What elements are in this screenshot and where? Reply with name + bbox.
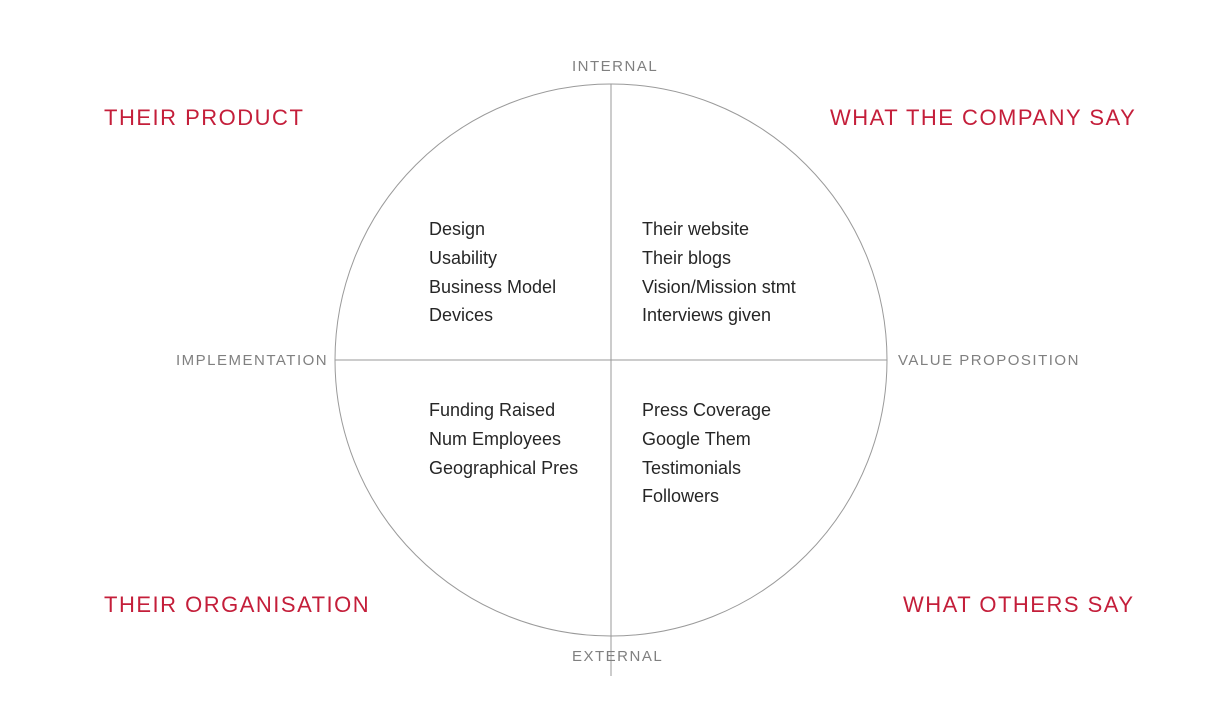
list-item: Business Model bbox=[429, 273, 556, 302]
axis-label-left: IMPLEMENTATION bbox=[176, 352, 328, 369]
list-item: Interviews given bbox=[642, 301, 796, 330]
quadrant-items-top-right: Their website Their blogs Vision/Mission… bbox=[642, 215, 796, 330]
list-item: Geographical Pres bbox=[429, 454, 578, 483]
list-item: Design bbox=[429, 215, 556, 244]
quadrant-title-bottom-left: THEIR ORGANISATION bbox=[104, 592, 370, 618]
list-item: Testimonials bbox=[642, 454, 771, 483]
list-item: Vision/Mission stmt bbox=[642, 273, 796, 302]
list-item: Funding Raised bbox=[429, 396, 578, 425]
list-item: Their blogs bbox=[642, 244, 796, 273]
quadrant-items-top-left: Design Usability Business Model Devices bbox=[429, 215, 556, 330]
diagram-canvas: INTERNAL EXTERNAL IMPLEMENTATION VALUE P… bbox=[0, 0, 1213, 725]
quadrant-title-bottom-right: WHAT OTHERS SAY bbox=[903, 592, 1135, 618]
axis-label-top: INTERNAL bbox=[572, 58, 658, 75]
quadrant-items-bottom-right: Press Coverage Google Them Testimonials … bbox=[642, 396, 771, 511]
quadrant-title-top-left: THEIR PRODUCT bbox=[104, 105, 304, 131]
quadrant-items-bottom-left: Funding Raised Num Employees Geographica… bbox=[429, 396, 578, 482]
list-item: Num Employees bbox=[429, 425, 578, 454]
list-item: Devices bbox=[429, 301, 556, 330]
list-item: Usability bbox=[429, 244, 556, 273]
list-item: Google Them bbox=[642, 425, 771, 454]
quadrant-title-top-right: WHAT THE COMPANY SAY bbox=[830, 105, 1136, 131]
list-item: Press Coverage bbox=[642, 396, 771, 425]
axis-label-bottom: EXTERNAL bbox=[572, 648, 663, 665]
list-item: Followers bbox=[642, 482, 771, 511]
axis-label-right: VALUE PROPOSITION bbox=[898, 352, 1080, 369]
list-item: Their website bbox=[642, 215, 796, 244]
